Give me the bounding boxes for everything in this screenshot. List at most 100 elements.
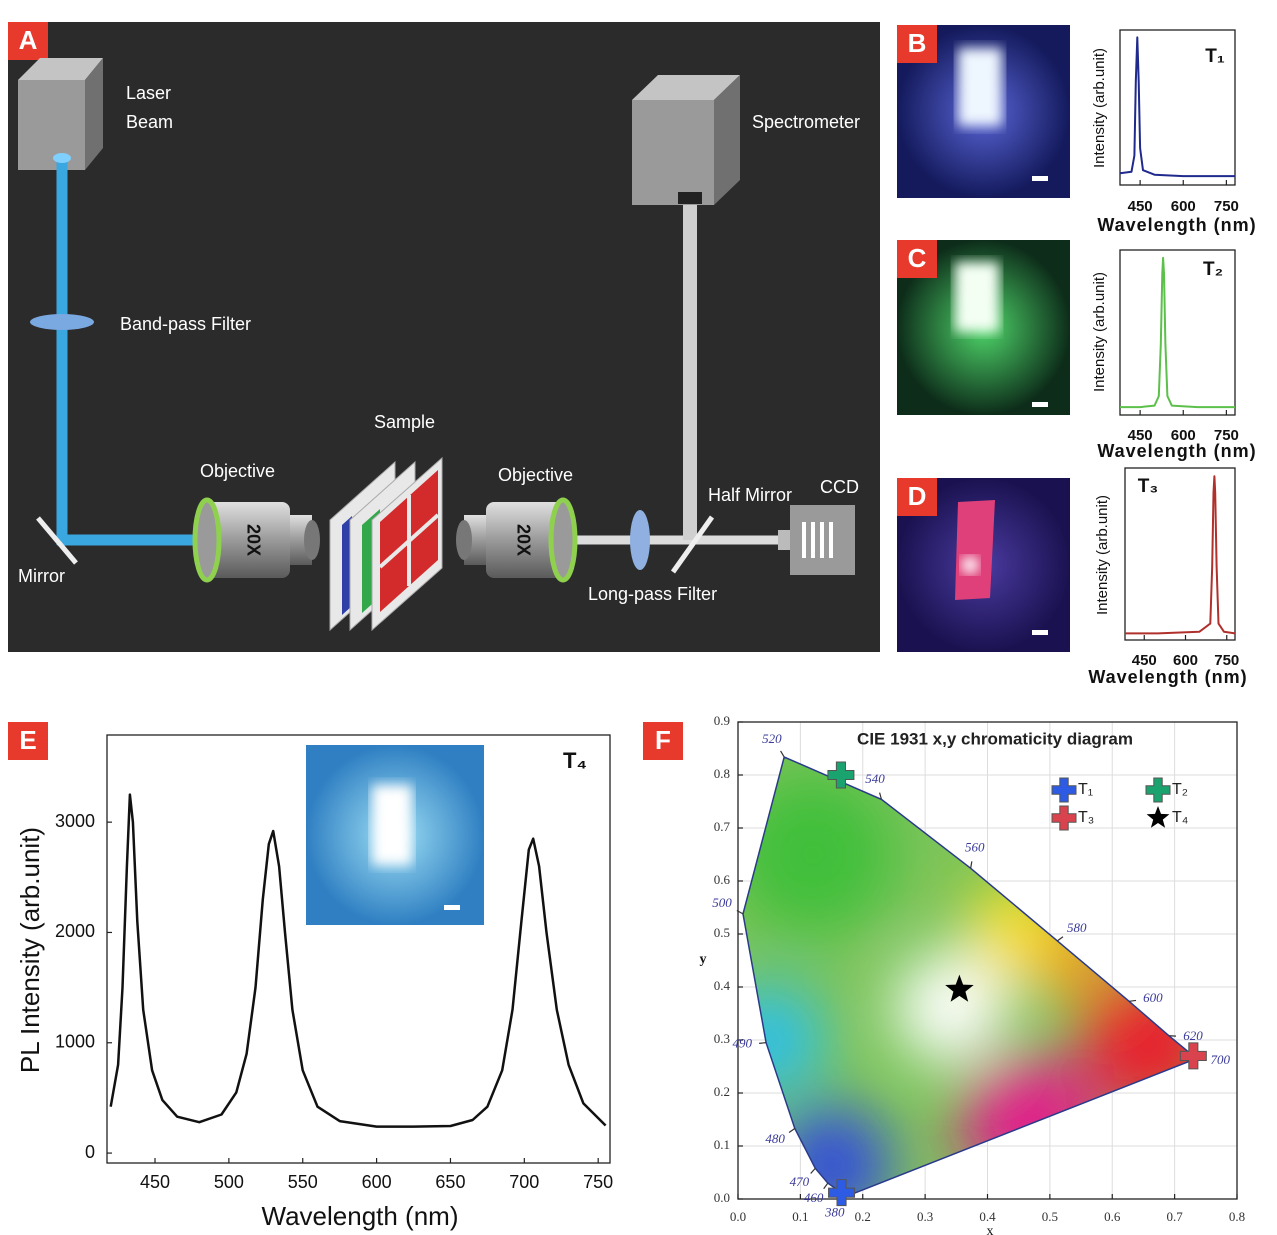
label: Laser — [126, 83, 171, 103]
spectrometer-port — [678, 192, 702, 204]
x-tick-label: 0.6 — [1104, 1209, 1121, 1224]
label: Half Mirror — [708, 485, 792, 505]
panel-label: F — [655, 725, 671, 755]
x-tick-label: 750 — [1214, 198, 1239, 215]
y-tick-label: 1000 — [55, 1032, 95, 1052]
laser-box — [18, 80, 85, 170]
x-tick-label: 500 — [214, 1172, 244, 1192]
locus-label: 380 — [824, 1205, 845, 1220]
x-tick-label: 0.8 — [1229, 1209, 1245, 1224]
x-tick-label: 600 — [1171, 198, 1196, 215]
locus-label: 500 — [712, 895, 732, 910]
label: Spectrometer — [752, 112, 860, 132]
label: Mirror — [18, 566, 65, 586]
y-axis-label: Intensity (arb.unit) — [1094, 495, 1111, 615]
locus-label: 460 — [804, 1190, 824, 1205]
label: Band-pass Filter — [120, 314, 251, 334]
y-tick-label: 0.3 — [714, 1031, 730, 1046]
y-axis-label: PL Intensity (arb.unit) — [15, 827, 45, 1073]
x-tick-label: 0.0 — [730, 1209, 746, 1224]
objective-lens — [195, 500, 219, 580]
x-tick-label: 0.3 — [917, 1209, 933, 1224]
photo-sample — [955, 500, 995, 600]
locus-label: 520 — [762, 731, 782, 746]
objective-mag: 20X — [513, 524, 533, 556]
photo-sample — [958, 48, 1002, 126]
long-pass-filter — [630, 510, 650, 570]
y-tick-label: 3000 — [55, 811, 95, 831]
annotation: T₁ — [1205, 46, 1225, 67]
objective — [456, 520, 472, 560]
x-tick-label: 700 — [509, 1172, 539, 1192]
objective — [304, 520, 320, 560]
y-tick-label: 2000 — [55, 921, 95, 941]
photo-sample — [955, 262, 999, 332]
objective-mag: 20X — [243, 524, 263, 556]
x-tick-label: 0.1 — [792, 1209, 808, 1224]
photo-spot — [961, 556, 979, 574]
locus-label: 490 — [732, 1036, 752, 1051]
y-tick-label: 0.4 — [714, 978, 731, 993]
label: Long-pass Filter — [588, 584, 717, 604]
x-tick-label: 450 — [140, 1172, 170, 1192]
label: Objective — [200, 461, 275, 481]
y-tick-label: 0.7 — [714, 819, 731, 834]
y-tick-label: 0.9 — [714, 713, 730, 728]
locus-tick — [1129, 1000, 1136, 1001]
y-tick-label: 0 — [85, 1142, 95, 1162]
label: CCD — [820, 477, 859, 497]
x-tick-label: 0.5 — [1042, 1209, 1058, 1224]
locus-label: 480 — [765, 1131, 785, 1146]
x-axis-label: Wavelength (nm) — [262, 1201, 459, 1231]
photo-sample — [372, 785, 412, 865]
y-tick-label: 0.6 — [714, 872, 731, 887]
x-axis-label: Wavelength (nm) — [1088, 667, 1247, 687]
spectrometer — [632, 100, 714, 205]
y-tick-label: 0.5 — [714, 925, 730, 940]
y-axis-label: Intensity (arb.unit) — [1091, 48, 1108, 168]
scale-bar — [1032, 402, 1048, 407]
legend-label: T₁ — [1078, 781, 1093, 798]
x-axis-label: Wavelength (nm) — [1097, 441, 1256, 461]
label: Sample — [374, 412, 435, 432]
y-tick-label: 0.1 — [714, 1137, 730, 1152]
panel-label: C — [908, 243, 927, 273]
locus-label: 470 — [790, 1174, 810, 1189]
locus-label: 600 — [1143, 990, 1163, 1005]
annotation: T₄ — [563, 748, 587, 773]
panel-label: B — [908, 28, 927, 58]
x-tick-label: 450 — [1128, 198, 1153, 215]
panel-label: E — [19, 725, 36, 755]
ccd — [778, 530, 790, 550]
legend-label: T₄ — [1172, 809, 1188, 826]
annotation: T₂ — [1203, 259, 1223, 280]
locus-label: 700 — [1210, 1052, 1230, 1067]
locus-label: 580 — [1067, 920, 1087, 935]
y-tick-label: 0.8 — [714, 766, 730, 781]
annotation: T₃ — [1138, 476, 1158, 497]
y-axis-label: y — [700, 952, 707, 967]
figure: A 20X 20X Laser Beam Band-pass Filter Mi… — [0, 0, 1277, 1235]
x-tick-label: 0.7 — [1167, 1209, 1184, 1224]
y-tick-label: 0.0 — [714, 1190, 730, 1205]
laser-aperture — [53, 153, 71, 163]
scale-bar — [1032, 176, 1048, 181]
scale-bar — [444, 905, 460, 910]
scale-bar — [1032, 630, 1048, 635]
x-tick-label: 0.2 — [855, 1209, 871, 1224]
panel-label: A — [19, 25, 38, 55]
setup-diagram: A 20X 20X Laser Beam Band-pass Filter Mi… — [8, 22, 880, 652]
locus-tick — [759, 1043, 766, 1044]
objective-lens — [551, 500, 575, 580]
locus-label: 620 — [1183, 1028, 1203, 1043]
locus-label: 540 — [865, 771, 885, 786]
panel-label: D — [908, 481, 927, 511]
x-tick-label: 0.4 — [979, 1209, 996, 1224]
x-axis-label: x — [987, 1224, 994, 1235]
label: Objective — [498, 465, 573, 485]
band-pass-filter — [30, 314, 94, 330]
locus-label: 560 — [965, 840, 985, 855]
legend-label: T₃ — [1078, 809, 1094, 826]
x-tick-label: 650 — [435, 1172, 465, 1192]
legend-label: T₂ — [1172, 781, 1188, 798]
